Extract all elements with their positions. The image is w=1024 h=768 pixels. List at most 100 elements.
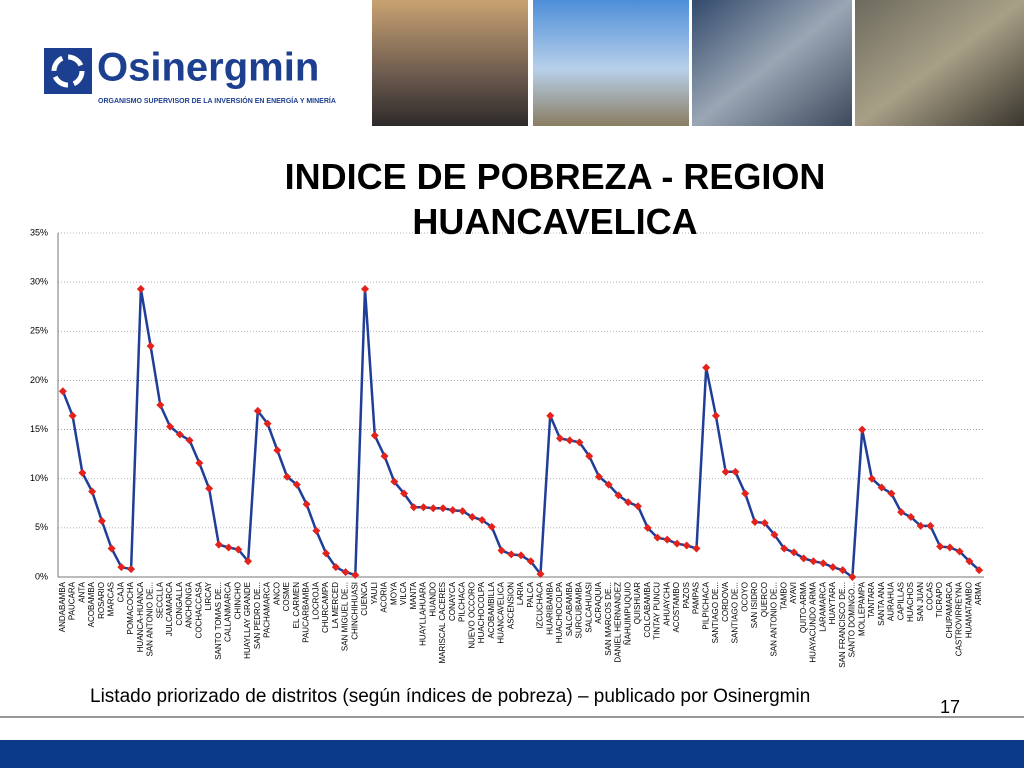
x-tick-label: MANTA [409,581,418,609]
x-tick-label: PILCHACA [458,581,467,622]
x-tick-label: CORDOVA [721,581,730,622]
data-marker [789,548,798,557]
x-tick-label: HUACHOS [906,582,915,622]
data-marker [945,543,954,552]
x-tick-label: ACORIA [380,581,389,612]
data-marker [536,570,545,579]
data-marker [604,480,613,489]
x-tick-label: COCHACCASA [194,581,203,638]
x-tick-label: LARIA [516,581,525,605]
data-marker [848,573,857,581]
x-tick-label: SALCABAMBA [565,581,574,636]
x-tick-label: IZCUCHACA [536,581,545,628]
data-marker [643,523,652,532]
data-marker [809,557,818,566]
data-marker [117,563,126,572]
data-marker [419,503,428,512]
x-tick-label: SANTO DOMINGO... [848,582,857,657]
x-tick-label: PAMPAS [692,582,701,614]
x-tick-label: JULCAMARCA [165,581,174,636]
footer-band [0,740,1024,768]
x-tick-label: COSME [282,582,291,611]
x-tick-label: DANIEL HERNANDEZ [614,582,623,663]
x-tick-label: NUEVO OCCORO [467,582,476,649]
x-tick-label: AYAVI [789,582,798,604]
x-tick-label: TICRAPO [935,582,944,618]
x-tick-label: MARCAS [107,582,116,616]
data-marker [877,483,886,492]
x-tick-label: ANCO [272,582,281,605]
data-marker [799,554,808,563]
data-marker [409,503,418,512]
photo [372,0,528,126]
x-tick-label: ANTA [77,581,86,602]
data-marker [390,477,399,486]
y-tick-label: 15% [30,424,48,434]
data-marker [478,515,487,524]
data-marker [731,467,740,476]
data-marker [507,550,516,559]
x-tick-label: HUAMATAMBO [964,582,973,638]
data-marker [302,500,311,509]
data-marker [146,342,155,351]
page-number: 17 [940,697,961,717]
data-marker [828,563,837,572]
photo [533,0,689,126]
y-tick-label: 5% [35,522,48,532]
data-marker [955,547,964,556]
x-tick-label: HUAYTARA [828,581,837,624]
x-tick-label: CHURCAMPA [321,581,330,633]
x-tick-label: HUAYLLAY GRANDE [243,582,252,659]
data-marker [439,504,448,513]
x-tick-label: SANTO TOMAS DE... [214,582,223,660]
data-marker [195,458,204,467]
y-tick-label: 30% [30,277,48,287]
data-marker [721,467,730,476]
x-tick-label: OCOYO [740,582,749,612]
data-marker [887,489,896,498]
data-marker [926,521,935,530]
data-marker [487,522,496,531]
x-tick-label: SURCUBAMBA [575,581,584,638]
x-tick-label: PACHAMARCA [263,581,272,638]
x-tick-label: PAUCARBAMBA [302,581,311,642]
photo [855,0,1024,126]
data-marker [633,502,642,511]
data-marker [283,472,292,481]
x-tick-label: EL CARMEN [292,582,301,629]
x-tick-label: ARMA [974,581,983,605]
data-marker [97,516,106,525]
data-marker [663,535,672,544]
x-tick-label: ACOBAMBILLA [487,581,496,638]
data-marker [448,506,457,515]
x-tick-label: TAMBO [779,582,788,610]
x-tick-label: HUAYLLAHUARA [419,581,428,646]
data-marker [341,568,350,577]
data-marker [88,487,97,496]
data-marker [429,504,438,513]
photo [692,0,852,126]
data-marker [867,474,876,483]
x-tick-label: QUITO-ARMA [799,581,808,633]
x-tick-label: SAN MARCOS DE... [604,582,613,656]
data-marker [585,452,594,461]
x-tick-label: ÑAHUIMPUQUIO [623,582,632,645]
x-tick-label: TANTARA [867,581,876,618]
x-tick-label: CAPILLAS [896,582,905,620]
data-marker [263,419,272,428]
data-marker [906,513,915,522]
data-marker [624,498,633,507]
x-tick-label: MOLLEPAMPA [857,581,866,636]
x-tick-label: CHINCHO [233,582,242,619]
logo-text: Osinergmin [97,46,319,90]
x-tick-label: MOYA [389,581,398,605]
x-tick-label: HUACHOCOLPA [555,581,564,643]
x-tick-label: SECCLLA [155,581,164,618]
data-marker [292,480,301,489]
data-marker [68,411,77,420]
data-marker [555,434,564,443]
x-tick-label: ACOBAMBA [87,581,96,627]
data-marker [58,387,67,396]
